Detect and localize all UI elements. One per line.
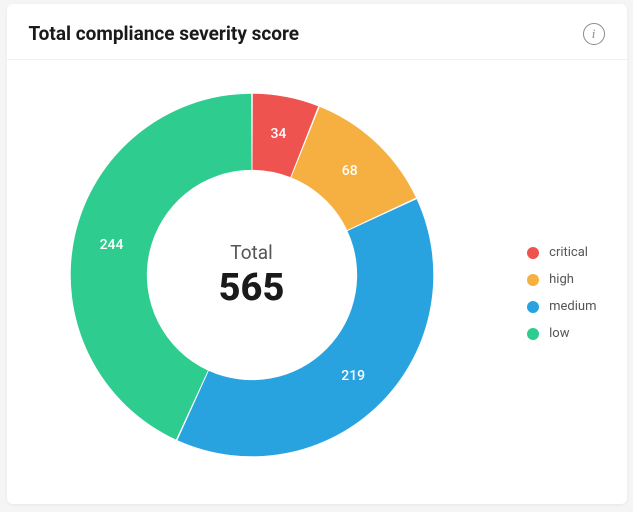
chart-area: Total 565 3468219244 critical high medium l… bbox=[7, 60, 627, 498]
legend: critical high medium low bbox=[527, 245, 596, 341]
legend-dot-high bbox=[527, 274, 539, 286]
legend-label-high: high bbox=[549, 272, 574, 287]
legend-label-critical: critical bbox=[549, 245, 588, 260]
legend-label-low: low bbox=[549, 326, 569, 341]
donut-chart: Total 565 3468219244 bbox=[67, 90, 437, 460]
legend-item-low[interactable]: low bbox=[527, 326, 596, 341]
legend-item-medium[interactable]: medium bbox=[527, 299, 596, 314]
donut-svg bbox=[67, 90, 437, 460]
info-icon[interactable]: i bbox=[583, 23, 605, 45]
legend-label-medium: medium bbox=[549, 299, 596, 314]
card-title: Total compliance severity score bbox=[29, 22, 300, 45]
legend-item-critical[interactable]: critical bbox=[527, 245, 596, 260]
legend-dot-medium bbox=[527, 301, 539, 313]
legend-item-high[interactable]: high bbox=[527, 272, 596, 287]
slice-medium[interactable] bbox=[177, 199, 433, 456]
card-header: Total compliance severity score i bbox=[7, 4, 627, 60]
compliance-card: Total compliance severity score i Total … bbox=[7, 4, 627, 504]
legend-dot-low bbox=[527, 328, 539, 340]
legend-dot-critical bbox=[527, 247, 539, 259]
